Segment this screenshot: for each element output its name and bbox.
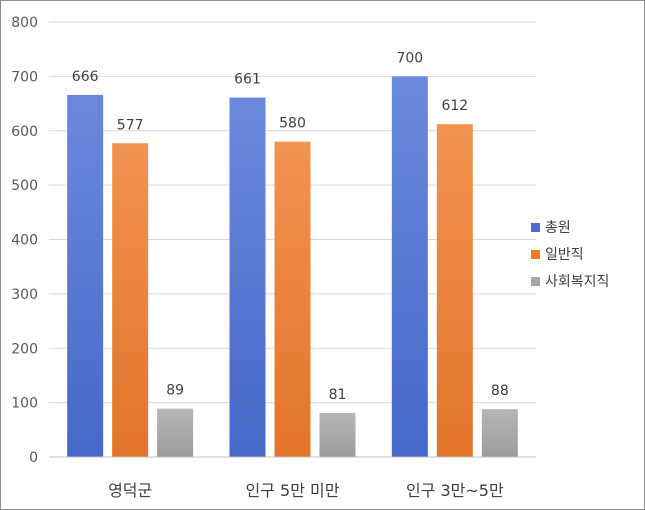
bar xyxy=(67,94,104,458)
legend-swatch xyxy=(531,277,540,286)
y-tick-label: 100 xyxy=(11,396,38,412)
y-tick-label: 700 xyxy=(11,69,38,85)
data-labels: 666 577 89 661 580 81 700 612 88 xyxy=(72,50,509,403)
y-axis-ticks: 0 100 200 300 400 500 600 700 800 xyxy=(11,15,38,466)
data-label: 577 xyxy=(117,117,144,133)
data-label: 81 xyxy=(329,387,347,403)
data-label: 580 xyxy=(279,116,306,132)
bar xyxy=(391,76,428,457)
legend-swatch xyxy=(531,250,540,259)
y-tick-label: 800 xyxy=(11,15,38,31)
data-label: 89 xyxy=(166,383,184,399)
legend-label: 일반직 xyxy=(545,247,584,263)
y-tick-label: 400 xyxy=(11,233,38,249)
bar xyxy=(481,409,518,457)
y-tick-label: 0 xyxy=(29,450,38,466)
bar xyxy=(319,412,356,457)
legend-label: 총원 xyxy=(545,220,571,236)
category-label: 영덕군 xyxy=(108,481,152,500)
y-tick-label: 200 xyxy=(11,341,38,357)
bar xyxy=(274,141,311,457)
bar xyxy=(436,124,473,457)
data-label: 666 xyxy=(72,69,99,85)
bar xyxy=(157,408,194,457)
x-axis: 영덕군 인구 5만 미만 인구 3만~5만 xyxy=(49,456,536,500)
data-label: 661 xyxy=(234,72,261,88)
legend-swatch xyxy=(531,223,540,232)
category-label: 인구 3만~5만 xyxy=(406,481,504,500)
y-tick-label: 500 xyxy=(11,178,38,194)
category-label: 인구 5만 미만 xyxy=(246,481,340,500)
bars xyxy=(67,76,518,458)
data-label: 612 xyxy=(441,98,468,114)
data-label: 88 xyxy=(491,383,509,399)
bar xyxy=(112,143,149,457)
legend-label: 사회복지직 xyxy=(545,274,609,290)
y-tick-label: 300 xyxy=(11,287,38,303)
bar xyxy=(229,97,266,458)
y-tick-label: 600 xyxy=(11,124,38,140)
data-label: 700 xyxy=(396,50,423,66)
